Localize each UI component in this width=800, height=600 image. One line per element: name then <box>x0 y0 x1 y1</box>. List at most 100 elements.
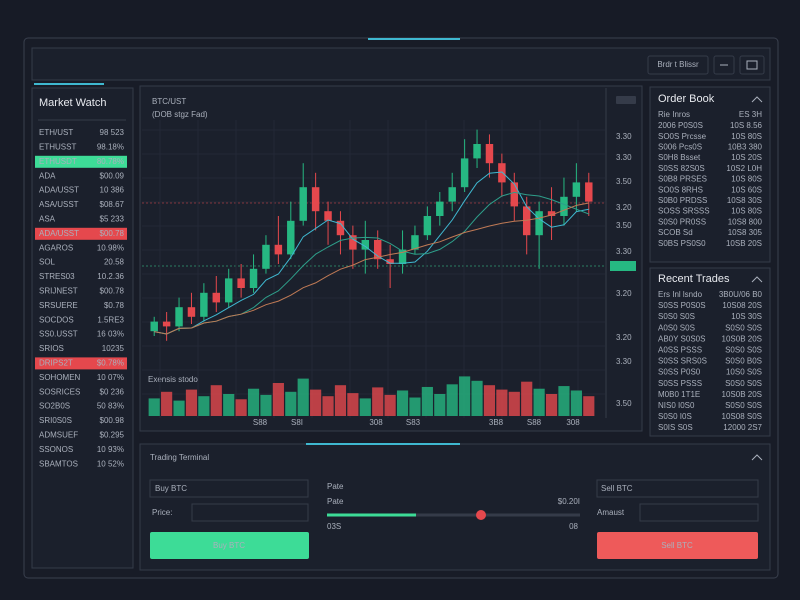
symbol: STRES03 <box>39 272 75 281</box>
candle-body <box>187 307 196 317</box>
price: 10 93% <box>97 445 124 454</box>
symbol: SRIOS <box>39 344 64 353</box>
candle-body <box>560 196 568 216</box>
column-header: ES 3H <box>739 110 762 119</box>
candle-body <box>398 249 407 264</box>
symbol: SOCDOS <box>39 315 74 324</box>
volume-bar <box>496 389 508 416</box>
price: 1.5RE3 <box>97 315 124 324</box>
row-left: SCOB Sd <box>658 228 693 237</box>
buy-input[interactable] <box>149 479 309 498</box>
sell-input[interactable] <box>596 479 759 498</box>
sell-input-text[interactable]: Sell BTC <box>601 484 633 493</box>
x-axis-label: 308 <box>369 418 383 427</box>
chart-control[interactable] <box>616 96 636 104</box>
y-axis-label: 3.30 <box>616 357 632 366</box>
slider-label: Pate <box>327 497 344 506</box>
row-left: S0SS PSSS <box>658 379 702 388</box>
row-left: SOSS SRSSS <box>658 207 710 216</box>
volume-bar <box>185 389 198 416</box>
row-left: AB0Y S0S0S <box>658 334 705 343</box>
volume-bar <box>334 385 347 416</box>
panel-title: Market Watch <box>39 97 106 109</box>
slider-min: 03S <box>327 522 341 531</box>
candle-body <box>274 244 283 255</box>
symbol: SS0.USST <box>39 330 78 339</box>
sell-button[interactable] <box>597 532 758 559</box>
volume-bar <box>223 394 235 416</box>
symbol: ASA <box>39 215 56 224</box>
symbol: AGAROS <box>39 243 73 252</box>
price: 80.78% <box>97 157 124 166</box>
symbol: ADA/USST <box>39 229 79 238</box>
candle-body <box>448 187 456 202</box>
row-left: SO0S Prcsse <box>658 132 707 141</box>
row-right: 10S8 305 <box>728 228 763 237</box>
top-button[interactable] <box>647 55 709 75</box>
row-left: A0SS PSSS <box>658 346 702 355</box>
symbol: ADA <box>39 171 56 180</box>
volume-bar <box>533 388 545 416</box>
collapse-icon[interactable] <box>751 96 763 103</box>
x-axis-label: S83 <box>406 418 421 427</box>
column-header: 3B0U/06 B0 <box>719 290 763 299</box>
volume-bar <box>483 385 496 416</box>
price: $0.78 <box>104 301 125 310</box>
price-input[interactable] <box>191 503 309 522</box>
candle-body <box>411 235 419 250</box>
row-highlight <box>35 155 127 168</box>
candle-body <box>224 278 233 303</box>
amount-input[interactable] <box>639 503 759 522</box>
candle-body <box>423 216 432 236</box>
row-left: S0BS PS0S0 <box>658 239 706 248</box>
symbol: ASA/USST <box>39 200 79 209</box>
volume-bar <box>508 391 520 416</box>
price: 10.2.36 <box>97 272 124 281</box>
buy-input-text[interactable]: Buy BTC <box>155 484 187 493</box>
row-left: A0S0 S0S <box>658 323 695 332</box>
volume-bar <box>310 389 322 416</box>
x-axis-label: S88 <box>253 418 268 427</box>
sell-button-label[interactable]: Sell BTC <box>661 541 693 550</box>
collapse-icon[interactable] <box>751 454 763 461</box>
price: $00.98 <box>100 416 125 425</box>
y-axis-label: 3.20 <box>616 203 632 212</box>
volume-bar <box>198 396 210 416</box>
row-right: 10S 8.56 <box>730 121 763 130</box>
row-right: 10S 80S <box>731 132 762 141</box>
price: 10 386 <box>100 186 125 195</box>
candle-body <box>287 220 295 255</box>
row-right: S0S0 S0S <box>725 379 762 388</box>
y-axis-label: 3.30 <box>616 153 632 162</box>
row-right: 10S 30S <box>731 312 762 321</box>
collapse-icon[interactable] <box>751 276 763 283</box>
price-label: Price: <box>152 508 172 517</box>
top-button-label[interactable]: Brdr t Blissr <box>657 60 699 69</box>
row-right: 10S08 20S <box>722 301 762 310</box>
symbol: SOHOMEN <box>39 373 81 382</box>
row-highlight <box>35 227 127 240</box>
volume-bar <box>148 398 160 416</box>
price: 10235 <box>102 344 125 353</box>
row-right: S0S0 S0S <box>725 401 762 410</box>
row-left: S0SS SRS0S <box>658 357 707 366</box>
buy-button[interactable] <box>150 532 309 559</box>
volume-bar <box>161 391 173 416</box>
volume-bar <box>322 396 334 416</box>
slider-knob[interactable] <box>476 510 486 520</box>
row-right: 10SB 20S <box>726 239 762 248</box>
volume-bar <box>396 390 409 416</box>
icon-button[interactable] <box>739 55 765 75</box>
buy-button-label[interactable]: Buy BTC <box>213 541 245 550</box>
volume-bar <box>210 385 222 416</box>
row-right: 10S0 S0S <box>726 368 762 377</box>
price: 20.58 <box>104 258 125 267</box>
candle-body <box>585 182 593 202</box>
y-axis-label: 3.30 <box>616 247 632 256</box>
candle-body <box>237 278 245 288</box>
price: 50 83% <box>97 402 124 411</box>
candle-body <box>373 240 382 260</box>
row-right: S0S0 S0S <box>725 346 762 355</box>
symbol: SOSRICES <box>39 387 80 396</box>
price: $5 233 <box>100 215 125 224</box>
